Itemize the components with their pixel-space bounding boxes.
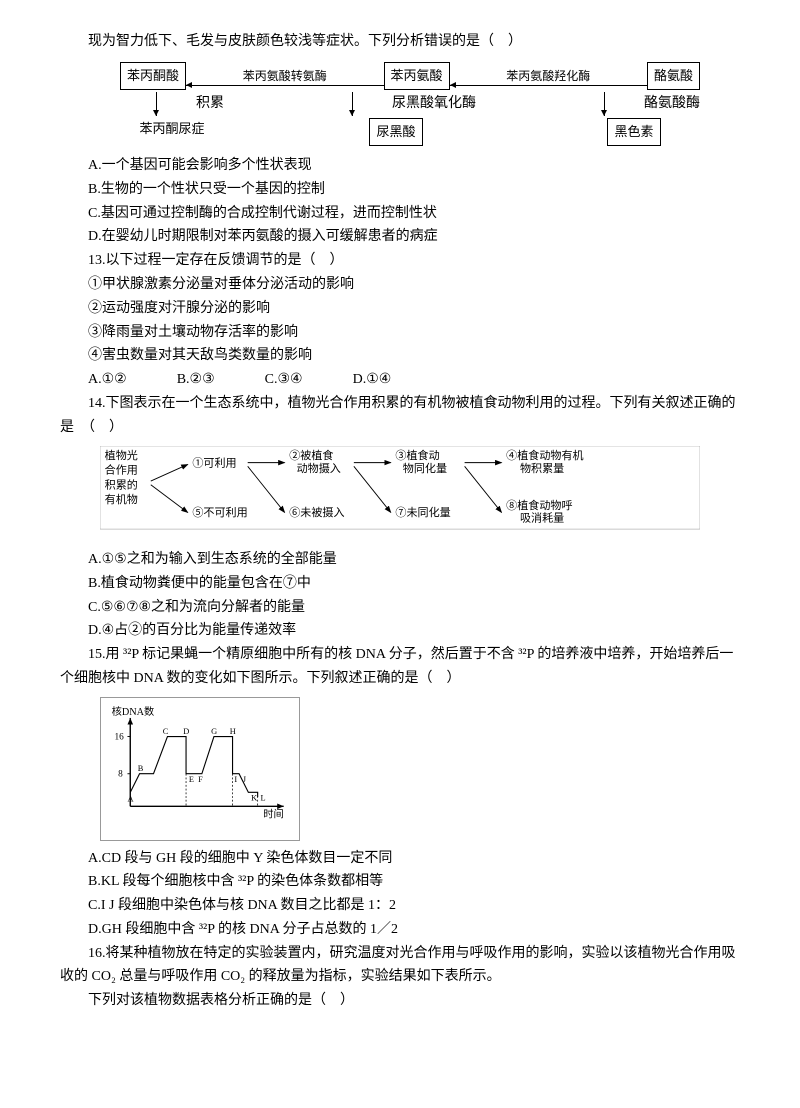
svg-text:物同化量: 物同化量 [403,460,447,474]
svg-text:E: E [189,775,194,784]
svg-text:合作用: 合作用 [105,462,138,476]
q14-option-a: A.①⑤之和为输入到生态系统的全部能量 [88,548,740,572]
svg-text:时间: 时间 [263,807,283,820]
q13-choice-a: A.①② [88,368,127,392]
svg-text:L: L [260,794,265,803]
svg-text:I: I [234,775,237,784]
q12-options: A.一个基因可能会影响多个性状表现 B.生物的一个性状只受一个基因的控制 C.基… [88,154,740,249]
q12-option-c: C.基因可通过控制酶的合成控制代谢过程，进而控制性状 [88,202,740,226]
label-accumulate: 积累 [196,92,224,116]
q13-stem: 13.以下过程一定存在反馈调节的是（ ） [60,249,740,273]
q15-stem: 15.用 ³²P 标记果蝇一个精原细胞中所有的核 DNA 分子，然后置于不含 ³… [60,643,740,691]
q14-option-d: D.④占②的百分比为能量传递效率 [88,619,740,643]
header-line: 现为智力低下、毛发与皮肤颜色较浅等症状。下列分析错误的是（ ） [60,30,740,54]
q15-options: A.CD 段与 GH 段的细胞中 Y 染色体数目一定不同 B.KL 段每个细胞核… [88,847,740,942]
svg-text:③植食动: ③植食动 [395,447,439,461]
svg-text:吸消耗量: 吸消耗量 [520,510,564,524]
q14-stem: 14.下图表示在一个生态系统中，植物光合作用积累的有机物被植食动物利用的过程。下… [60,392,740,440]
arrow-hydroxylase: 苯丙氨酸羟化酶 [450,66,647,85]
q13-choice-b: B.②③ [177,368,215,392]
label-tyrosinase: 酪氨酸酶 [644,92,700,116]
svg-text:G: G [211,727,217,736]
q13-item-3: ③降雨量对土壤动物存活率的影响 [88,321,740,345]
q16-line2: 下列对该植物数据表格分析正确的是（ ） [60,989,740,1013]
svg-text:植物光: 植物光 [105,447,138,461]
text-pku: 苯丙酮尿症 [139,118,204,140]
svg-text:16: 16 [114,732,124,742]
svg-text:K: K [251,794,257,803]
col-left: 积累 苯丙酮尿症 [120,92,224,146]
q12-option-a: A.一个基因可能会影响多个性状表现 [88,154,740,178]
svg-text:物积累量: 物积累量 [520,460,564,474]
svg-text:⑦未同化量: ⑦未同化量 [395,505,450,519]
col-right: 酪氨酸酶 黑色素 [568,92,700,146]
dna-chart: 核DNA数 16 8 A B C D E F G H I J K L 时间 [100,697,300,841]
q13-item-1: ①甲状腺激素分泌量对垂体分泌活动的影响 [88,273,740,297]
svg-text:8: 8 [118,769,123,779]
svg-text:①可利用: ①可利用 [192,456,236,469]
q15-option-a: A.CD 段与 GH 段的细胞中 Y 染色体数目一定不同 [88,847,740,871]
q14-option-b: B.植食动物粪便中的能量包含在⑦中 [88,572,740,596]
col-mid: 尿黑酸氧化酶 尿黑酸 [316,92,476,146]
svg-text:F: F [198,775,203,784]
svg-text:H: H [230,727,236,736]
svg-text:A: A [127,794,133,803]
q12-option-b: B.生物的一个性状只受一个基因的控制 [88,178,740,202]
box-melanin: 黑色素 [607,118,660,146]
svg-text:动物摄入: 动物摄入 [297,460,341,474]
svg-text:B: B [138,764,144,773]
q16-stem: 16.将某种植物放在特定的实验装置内，研究温度对光合作用与呼吸作用的影响，实验以… [60,942,740,990]
box-phenylketone: 苯丙酮酸 [120,62,186,90]
svg-text:⑥未被摄入: ⑥未被摄入 [289,505,344,519]
q15-option-b: B.KL 段每个细胞核中含 ³²P 的染色体条数都相等 [88,870,740,894]
q13-item-2: ②运动强度对汗腺分泌的影响 [88,297,740,321]
enzyme-diagram: 苯丙酮酸 苯丙氨酸转氨酶 苯丙氨酸 苯丙氨酸羟化酶 酪氨酸 积累 苯丙酮尿症 尿… [120,62,700,146]
q15-option-d: D.GH 段细胞中含 ³²P 的核 DNA 分子占总数的 1／2 [88,918,740,942]
svg-text:D: D [183,727,189,736]
box-phenylalanine: 苯丙氨酸 [384,62,450,90]
svg-text:J: J [243,775,247,784]
q13-choice-d: D.①④ [353,368,392,392]
svg-text:⑧植食动物呼: ⑧植食动物呼 [506,497,572,511]
svg-text:C: C [163,727,169,736]
q14-option-c: C.⑤⑥⑦⑧之和为流向分解者的能量 [88,596,740,620]
svg-text:⑤不可利用: ⑤不可利用 [192,506,247,519]
svg-text:②被植食: ②被植食 [289,447,333,461]
arrow-transaminase: 苯丙氨酸转氨酶 [186,66,383,85]
box-homogentisate: 尿黑酸 [369,118,422,146]
q14-options: A.①⑤之和为输入到生态系统的全部能量 B.植食动物粪便中的能量包含在⑦中 C.… [88,548,740,643]
q13-item-4: ④害虫数量对其天敌鸟类数量的影响 [88,344,740,368]
svg-text:有机物: 有机物 [105,492,138,506]
label-homogentisate: 尿黑酸氧化酶 [392,92,476,116]
q13-items: ①甲状腺激素分泌量对垂体分泌活动的影响 ②运动强度对汗腺分泌的影响 ③降雨量对土… [88,273,740,368]
box-tyrosine: 酪氨酸 [647,62,700,90]
svg-text:积累的: 积累的 [105,477,138,491]
energy-flow-diagram: 植物光 合作用 积累的 有机物 ①可利用 ⑤不可利用 ②被植食 动物摄入 ⑥未被… [100,446,700,542]
q13-choices: A.①② B.②③ C.③④ D.①④ [88,368,740,392]
ylabel: 核DNA数 [112,705,155,718]
q12-option-d: D.在婴幼儿时期限制对苯丙氨酸的摄入可缓解患者的病症 [88,225,740,249]
svg-text:④植食动物有机: ④植食动物有机 [506,447,583,461]
q15-option-c: C.I J 段细胞中染色体与核 DNA 数目之比都是 1：2 [88,894,740,918]
q13-choice-c: C.③④ [265,368,303,392]
